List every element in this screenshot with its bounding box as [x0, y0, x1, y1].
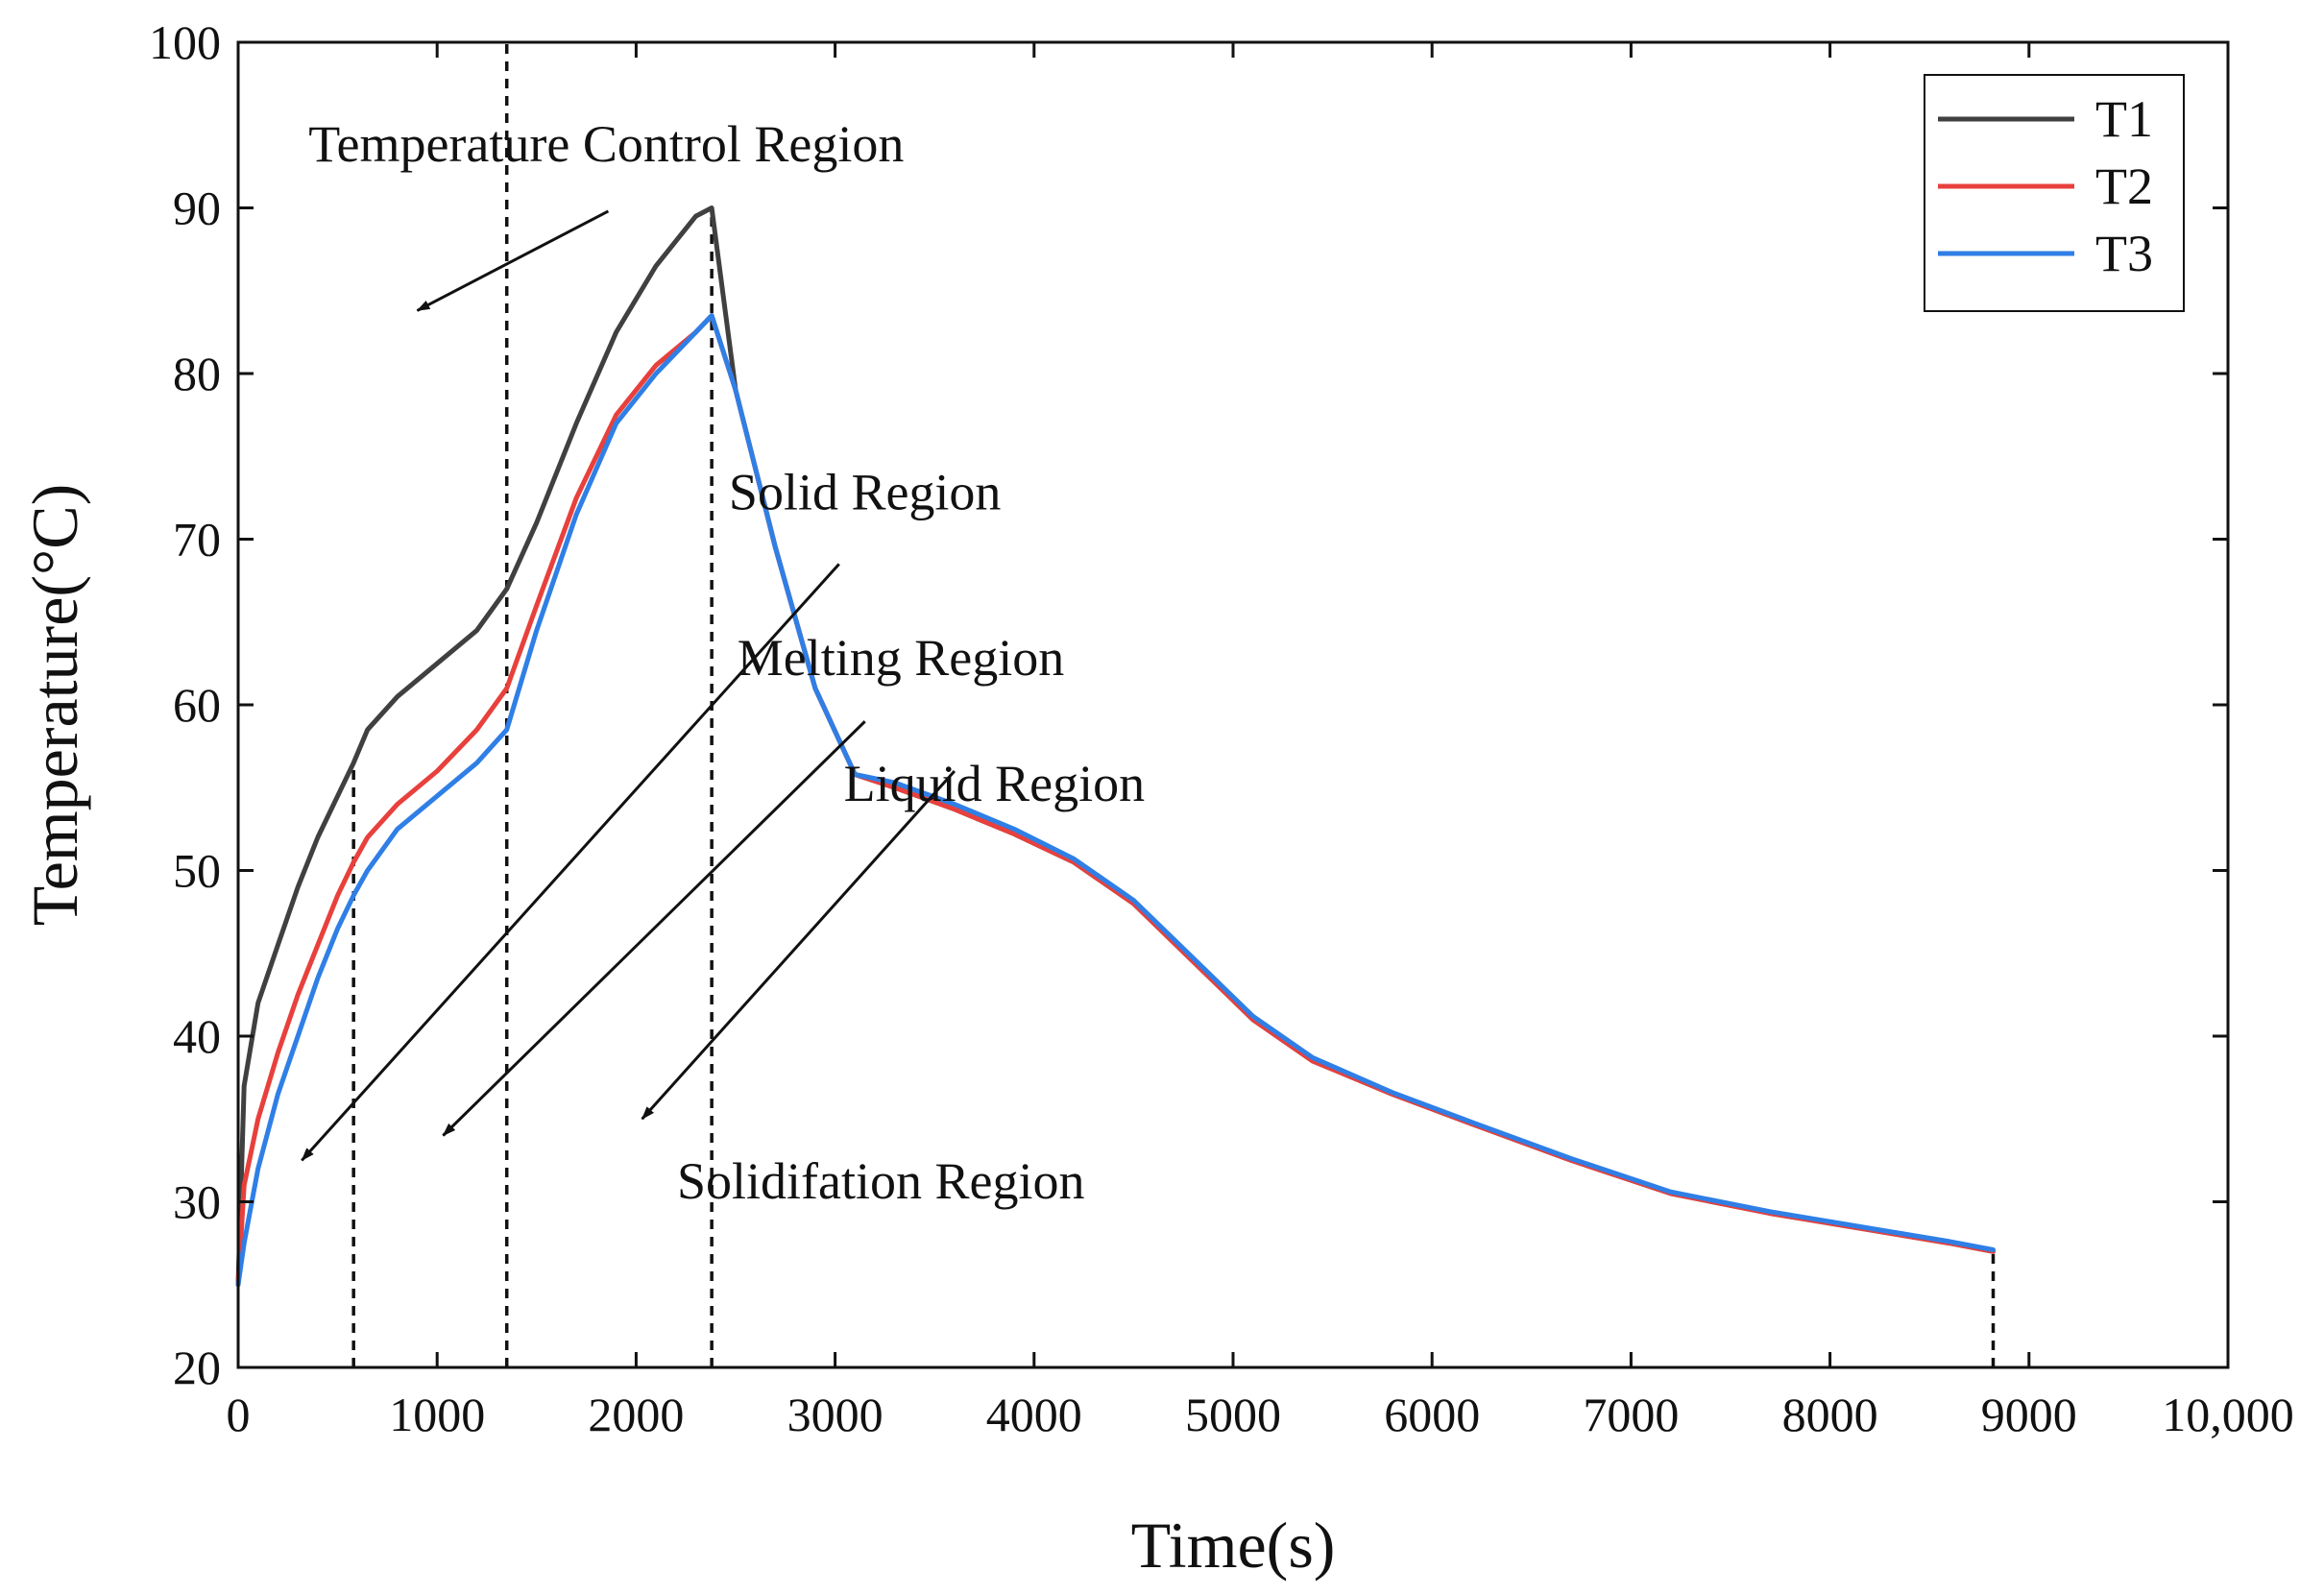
y-tick-label: 40 — [173, 1009, 221, 1063]
legend-label-t3: T3 — [2095, 225, 2153, 282]
series-line-t1 — [235, 205, 1996, 1288]
y-tick-label: 50 — [173, 844, 221, 898]
x-tick-label: 0 — [227, 1388, 251, 1441]
axis-ticks: 0 1000 2000 3000 4000 5000 6000 7000 8000 9000 10,… — [149, 15, 2294, 1441]
plot-area: Temperature Control Region Solid Region Me… — [235, 42, 1996, 1367]
x-tick-label: 9000 — [1981, 1388, 2077, 1441]
y-tick-label: 70 — [173, 513, 221, 567]
region-annotation-label: Solidifation Region — [677, 1152, 1085, 1210]
legend-label-t1: T1 — [2095, 90, 2153, 148]
region-annotation-label: Melting Region — [738, 629, 1064, 687]
legend-label-t2: T2 — [2095, 157, 2153, 215]
x-tick-label: 2000 — [588, 1388, 684, 1441]
x-axis-title: Time(s) — [1131, 1509, 1336, 1582]
region-annotation-label: Temperature Control Region — [308, 115, 904, 173]
x-tick-label: 3000 — [787, 1388, 884, 1441]
x-tick-label: 5000 — [1185, 1388, 1281, 1441]
annotation-arrow — [442, 720, 866, 1137]
y-tick-label: 30 — [173, 1175, 221, 1229]
series-line-t3 — [235, 313, 1996, 1288]
y-tick-label: 80 — [173, 347, 221, 400]
x-tick-label: 4000 — [986, 1388, 1082, 1441]
x-tick-label: 10,000 — [2162, 1388, 2294, 1441]
x-tick-label: 7000 — [1583, 1388, 1679, 1441]
annotation-arrow — [641, 769, 956, 1121]
y-tick-label: 20 — [173, 1341, 221, 1394]
legend-box — [1924, 74, 2185, 312]
x-tick-label: 1000 — [389, 1388, 485, 1441]
region-annotation-label: Liquid Region — [844, 755, 1145, 812]
region-annotation-label: Solid Region — [729, 463, 1002, 520]
x-tick-label: 8000 — [1782, 1388, 1878, 1441]
y-tick-label: 100 — [149, 15, 221, 69]
y-axis-title: Temperature(°C) — [18, 484, 91, 926]
legend: T1 T2 T3 — [1924, 74, 2185, 312]
annotation-arrow — [301, 563, 840, 1162]
annotation-arrow — [416, 209, 610, 312]
x-tick-label: 6000 — [1384, 1388, 1480, 1441]
y-tick-label: 60 — [173, 678, 221, 732]
y-tick-label: 90 — [173, 181, 221, 235]
